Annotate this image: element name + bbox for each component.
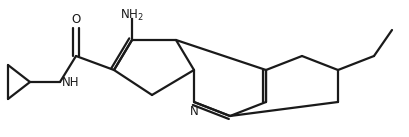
Text: NH$_2$: NH$_2$ bbox=[120, 7, 144, 23]
Text: NH: NH bbox=[62, 75, 79, 89]
Text: O: O bbox=[71, 13, 81, 26]
Text: N: N bbox=[189, 105, 198, 118]
